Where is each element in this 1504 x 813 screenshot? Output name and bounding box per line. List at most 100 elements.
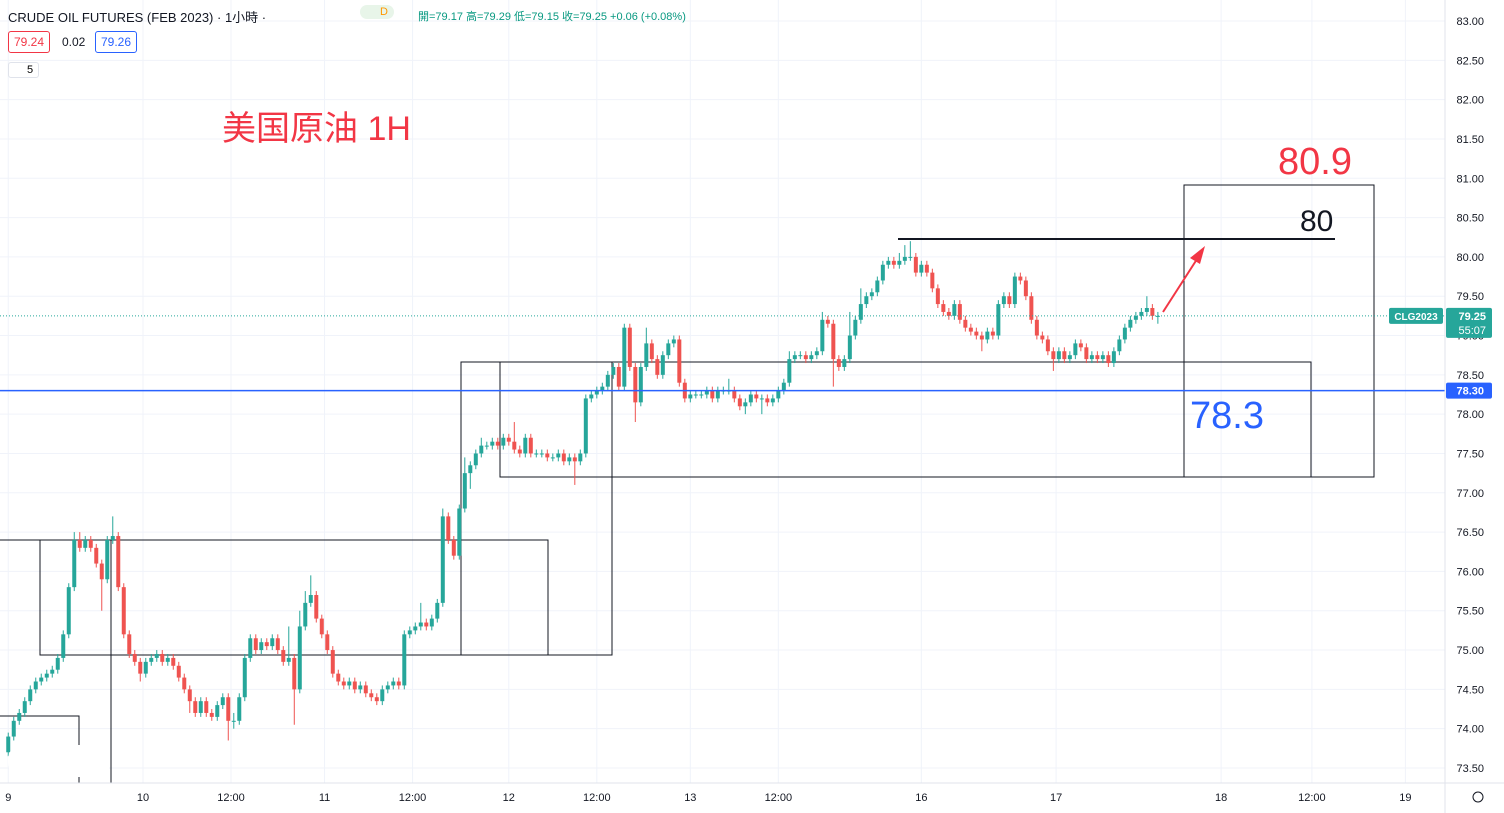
drawn-box: [39, 539, 549, 656]
candle-body: [655, 359, 660, 375]
candle-body: [176, 665, 181, 678]
candle-body: [253, 638, 258, 651]
candle-body: [831, 323, 836, 360]
candle-body: [1045, 339, 1050, 352]
candle-body: [209, 712, 214, 717]
candle-body: [1155, 315, 1160, 317]
candle-body: [974, 331, 979, 336]
annotation-support: 78.3: [1190, 395, 1264, 437]
candle-body: [952, 304, 957, 316]
candle-body: [325, 634, 330, 651]
axes: 73.50 74.00 74.50 75.00 75.50 76.00 76.50 77.00…: [5, 16, 1484, 804]
candle-body: [418, 622, 423, 627]
candle-body: [270, 638, 275, 647]
level-tag-label: 78.30: [1456, 386, 1484, 398]
ticker-label: CLG2023: [1394, 312, 1438, 323]
candle-body: [424, 622, 429, 627]
candle-body: [1095, 355, 1100, 360]
candle-body: [314, 595, 319, 619]
candle-body: [875, 280, 880, 293]
x-tick-label: 11: [319, 792, 330, 804]
candle-body: [429, 618, 434, 627]
level-tag: [1446, 382, 1492, 399]
x-tick-label: 17: [1050, 792, 1062, 804]
candle-body: [968, 327, 973, 332]
candle-body: [776, 390, 781, 399]
candle-body: [193, 701, 198, 713]
candle-body: [495, 441, 500, 446]
candle-body: [116, 536, 121, 588]
y-tick-label: 77.50: [1456, 448, 1484, 460]
candle-body: [869, 292, 874, 297]
candle-body: [930, 272, 935, 289]
candles: [6, 241, 1160, 757]
candle-body: [94, 547, 99, 564]
arrow-head: [1190, 246, 1205, 264]
candle-body: [649, 343, 654, 360]
candle-body: [61, 634, 66, 658]
candle-body: [319, 618, 324, 635]
candle-body: [275, 638, 280, 651]
candle-body: [1133, 315, 1138, 320]
y-tick-label: 74.50: [1456, 684, 1484, 696]
candle-body: [550, 457, 555, 459]
candle-body: [556, 453, 561, 458]
candle-body: [787, 359, 792, 383]
candle-body: [396, 681, 401, 686]
candle-body: [330, 650, 335, 674]
candle-body: [963, 319, 968, 328]
candle-body: [237, 697, 242, 721]
x-tick-label: 13: [684, 792, 696, 804]
drawn-box: [1183, 184, 1375, 478]
candle-body: [374, 697, 379, 702]
last-price-tag: [1446, 307, 1492, 338]
candle-body: [220, 697, 225, 706]
bid[interactable]: 79.24: [8, 31, 51, 53]
settings-icon[interactable]: [1472, 791, 1484, 803]
x-tick-label: 12: [503, 792, 515, 804]
candle-body: [792, 355, 797, 360]
y-tick-label: 74.00: [1456, 724, 1484, 736]
arrow: [1162, 246, 1205, 313]
x-tick-label: 9: [5, 792, 11, 804]
candle-body: [358, 685, 363, 690]
candle-body: [127, 634, 132, 654]
candle-body: [583, 398, 588, 454]
candle-body: [6, 736, 11, 753]
candle-body: [1007, 296, 1012, 305]
candle-body: [946, 311, 951, 316]
badge[interactable]: D: [360, 5, 394, 19]
candle-body: [1078, 343, 1083, 348]
candle-body: [732, 390, 737, 399]
candle-body: [231, 720, 236, 722]
candle-body: [858, 304, 863, 320]
candle-body: [1139, 311, 1144, 316]
annotation-target: 80.9: [1278, 141, 1352, 183]
y-tick-label: 80.50: [1456, 213, 1484, 225]
indicators-toggle[interactable]: 5: [8, 62, 40, 78]
y-tick-label: 82.50: [1456, 55, 1484, 67]
spread: 0.02: [62, 35, 86, 49]
candle-body: [517, 449, 522, 454]
candle-body: [677, 339, 682, 383]
candle-body: [627, 327, 632, 367]
candle-body: [737, 398, 742, 407]
candle-body: [523, 437, 528, 454]
candle-body: [1012, 276, 1017, 305]
drawn-box: [499, 361, 1312, 478]
countdown: 55:07: [1458, 325, 1486, 337]
y-tick-label: 77.00: [1456, 488, 1484, 500]
candle-body: [660, 355, 665, 375]
candle-body: [919, 264, 924, 273]
y-tick-label: 75.50: [1456, 606, 1484, 618]
ask[interactable]: 79.26: [95, 31, 138, 53]
candle-body: [171, 657, 176, 666]
y-tick-label: 78.50: [1456, 370, 1484, 382]
grid: [0, 0, 1445, 783]
candle-body: [924, 264, 929, 273]
candle-body: [512, 441, 517, 450]
candle-body: [457, 508, 462, 556]
candle-body: [814, 351, 819, 356]
candle-body: [1018, 276, 1023, 281]
